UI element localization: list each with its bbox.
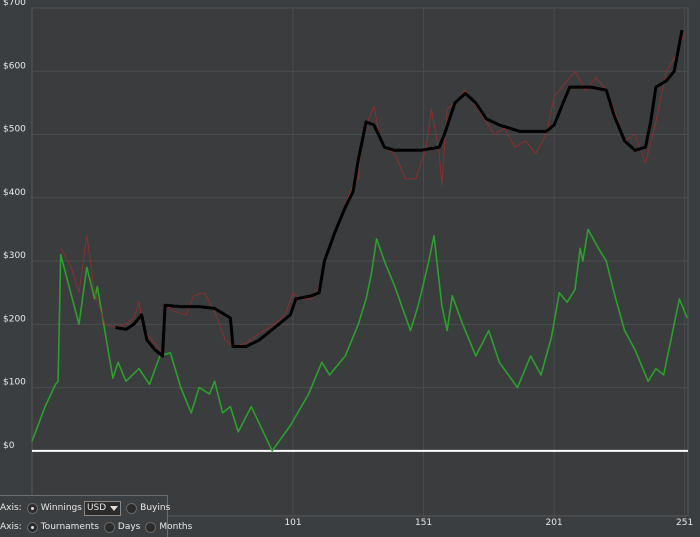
radio[interactable] — [26, 502, 38, 514]
plot-area — [31, 7, 689, 517]
radio[interactable] — [26, 521, 38, 533]
option-label[interactable]: Winnings — [40, 503, 82, 513]
y-tick-label: $500 — [3, 125, 26, 135]
radio[interactable] — [145, 521, 157, 533]
x-tick-label: 251 — [676, 518, 693, 528]
y-tick-label: $600 — [3, 61, 26, 71]
y-tick-label: $400 — [3, 188, 26, 198]
option-label[interactable]: Buyins — [140, 503, 171, 513]
currency-select[interactable]: USD — [83, 500, 122, 516]
x-tick-label: 201 — [545, 518, 562, 528]
x-axis-row: Axis: Tournaments Days Months — [0, 518, 192, 536]
y-axis-row: Axis: Winnings USD Buyins — [0, 499, 170, 517]
dropdown-arrow — [110, 505, 119, 511]
y-tick-label: $100 — [3, 378, 26, 388]
select-value: USD — [86, 503, 107, 513]
radio[interactable] — [103, 521, 115, 533]
axis-controls: Axis: Winnings USD Buyins Axis: Tourname… — [0, 495, 192, 537]
series-line — [31, 228, 688, 452]
series-line — [115, 29, 684, 358]
y-tick-label: $700 — [3, 0, 26, 8]
y-tick-label: $300 — [3, 251, 26, 261]
row-label: Axis: — [0, 503, 22, 513]
y-tick-label: $200 — [3, 314, 26, 324]
option-label[interactable]: Months — [159, 522, 193, 532]
y-tick-label: $0 — [3, 441, 15, 451]
series-line — [60, 33, 686, 354]
x-tick-label: 151 — [415, 518, 432, 528]
option-label[interactable]: Days — [117, 522, 141, 532]
radio[interactable] — [126, 502, 138, 514]
option-label[interactable]: Tournaments — [40, 522, 99, 532]
row-label: Axis: — [0, 522, 22, 532]
x-tick-label: 101 — [284, 518, 301, 528]
